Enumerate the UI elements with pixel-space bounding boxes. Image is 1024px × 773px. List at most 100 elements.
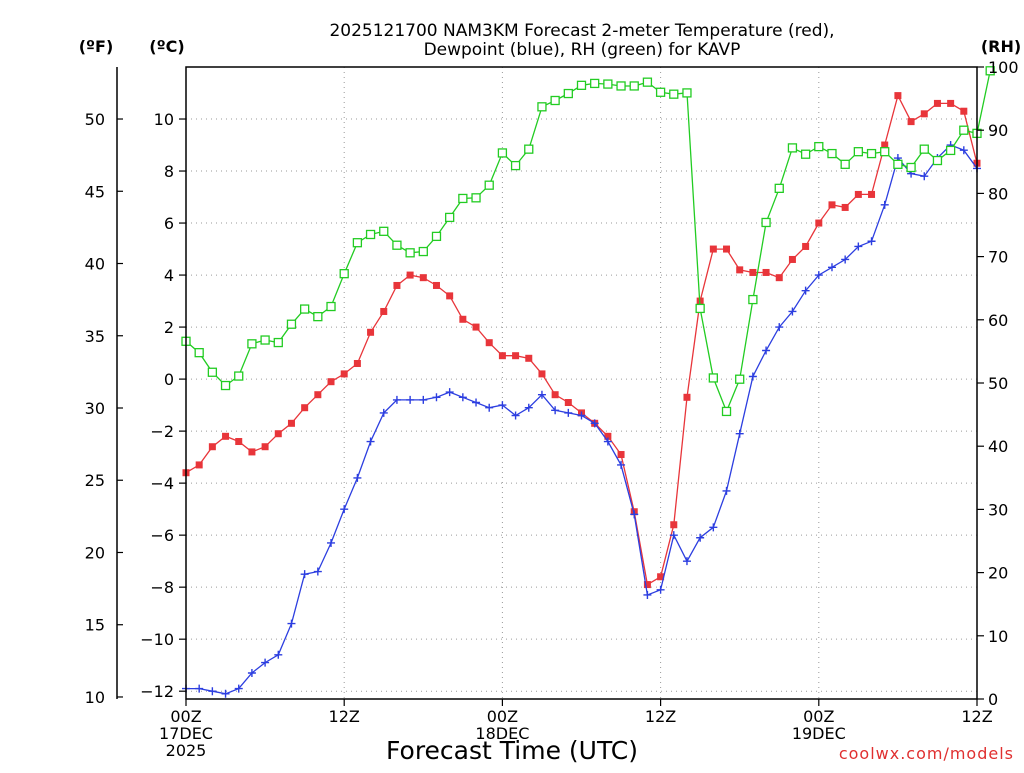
data-point [313,311,323,322]
data-point [894,92,902,100]
data-point [221,689,230,698]
data-point [642,77,653,87]
data-point [854,190,862,198]
data-point [960,107,968,115]
data-point [735,374,745,384]
data-point [590,419,599,428]
data-point [260,335,270,345]
data-point [576,80,587,90]
data-point [630,510,639,519]
axes: −12−10−8−6−4−202468101015202530354045500… [85,58,1019,760]
data-point [418,246,428,257]
celsius-tick-label: 10 [154,110,174,129]
celsius-tick-label: −6 [150,526,174,545]
data-point [326,301,336,312]
rh-tick-label: 70 [988,248,1008,267]
fahrenheit-tick-label: 25 [85,471,105,490]
data-point [234,371,244,381]
data-point [485,339,493,347]
series-line [185,93,978,586]
credit-text: coolwx.com/models [839,744,1014,763]
data-point [867,237,876,246]
celsius-tick-label: 0 [164,370,174,389]
data-point [195,684,204,693]
data-point [459,315,467,323]
data-point [749,268,757,276]
data-point [814,271,823,280]
data-point [959,125,969,135]
series-layer [181,66,995,698]
data-point [235,438,243,446]
data-point [933,99,941,107]
data-point [419,395,428,404]
data-point [775,274,783,282]
data-point [379,408,388,417]
x-tick-label: 17DEC [159,724,213,743]
data-point [340,370,348,378]
celsius-tick-label: −8 [150,578,174,597]
data-point [301,404,309,412]
celsius-tick-label: −12 [140,682,174,701]
data-point [431,231,442,242]
data-point [327,538,336,547]
data-point [762,346,771,355]
data-point [261,443,269,451]
data-point [366,437,375,446]
data-point [920,110,928,118]
data-point [551,406,560,415]
x-axis-title: Forecast Time (UTC) [386,736,638,765]
data-point [709,245,717,253]
data-point [392,395,401,404]
data-point [524,403,533,412]
data-point [761,217,771,228]
data-point [471,193,481,203]
data-point [445,388,454,397]
data-point [787,143,798,153]
data-point [802,242,810,250]
data-point [945,145,956,156]
celsius-tick-label: −10 [140,630,174,649]
data-point [458,393,467,402]
data-point [604,432,612,440]
data-point [299,304,310,314]
data-point [537,102,547,112]
data-point [736,266,744,274]
fahrenheit-tick-label: 20 [85,543,105,562]
data-point [959,146,968,155]
data-point [445,212,455,223]
data-point [616,81,626,91]
data-point [379,226,389,236]
data-point [748,294,758,305]
celsius-unit-label: (ºC) [149,37,184,56]
data-point [300,570,309,579]
series-dewpoint [182,141,981,698]
data-point [472,323,480,331]
data-point [854,242,863,251]
fahrenheit-tick-label: 40 [85,255,105,274]
data-point [828,201,836,209]
data-point [906,162,916,173]
data-point [947,99,955,107]
data-point [525,354,533,362]
fahrenheit-tick-label: 50 [85,110,105,129]
data-point [353,473,362,482]
data-point [564,408,573,417]
x-tick-label: 12Z [961,707,992,726]
celsius-tick-label: 4 [164,266,174,285]
celsius-tick-label: −2 [150,422,174,441]
data-point [511,411,520,420]
data-point [655,87,666,97]
data-point [510,160,521,171]
data-point [406,271,414,279]
data-point [814,141,824,152]
data-point [669,531,678,540]
rh-unit-label: (RH) [981,37,1021,56]
data-point [207,367,218,377]
data-point [274,430,282,438]
fahrenheit-unit-label: (ºF) [79,37,114,56]
data-point [841,255,850,264]
data-point [432,281,440,289]
data-point [577,411,586,420]
